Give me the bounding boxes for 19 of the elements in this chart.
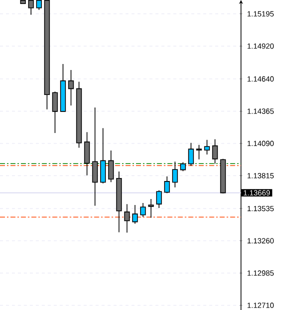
candlestick [140, 202, 146, 218]
candlestick [92, 107, 98, 206]
candlestick [196, 144, 202, 160]
candlestick [212, 138, 218, 164]
candlestick [172, 161, 178, 188]
candlestick [68, 70, 74, 106]
candlestick [148, 198, 154, 218]
candlestick [124, 204, 130, 233]
candlestick [204, 140, 210, 155]
candlestick [52, 91, 58, 134]
candlestick [156, 190, 162, 208]
candlestick [188, 142, 194, 166]
candlestick [132, 204, 138, 224]
candlestick [28, 0, 34, 16]
candlestick [100, 128, 106, 184]
candlestick [84, 132, 90, 176]
candlestick [108, 150, 114, 183]
candlestick [164, 176, 170, 194]
candlestick [36, 0, 42, 10]
